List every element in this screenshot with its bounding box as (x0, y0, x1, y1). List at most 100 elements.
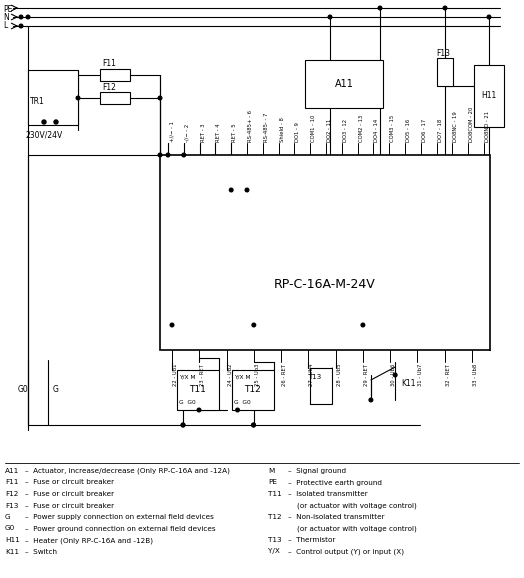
Text: PE: PE (3, 5, 13, 13)
Text: RS-485- - 7: RS-485- - 7 (264, 113, 269, 142)
Text: L: L (3, 21, 7, 31)
Text: –  Protective earth ground: – Protective earth ground (288, 480, 382, 486)
Circle shape (158, 153, 162, 157)
Text: F13: F13 (5, 502, 18, 509)
Circle shape (361, 323, 365, 327)
Circle shape (19, 24, 23, 28)
Text: G: G (53, 386, 59, 395)
Text: –  Actuator, increase/decrease (Only RP-C-16A and -12A): – Actuator, increase/decrease (Only RP-C… (25, 468, 230, 475)
Bar (28, 70, 78, 125)
Text: DO5 - 16: DO5 - 16 (406, 118, 411, 142)
Text: DO8NC - 19: DO8NC - 19 (453, 111, 458, 142)
Text: (or actuator with voltage control): (or actuator with voltage control) (288, 525, 417, 532)
Text: –  Signal ground: – Signal ground (288, 468, 346, 474)
Text: RP-C-16A-M-24V: RP-C-16A-M-24V (274, 279, 376, 291)
Text: K11: K11 (5, 549, 19, 554)
Bar (474, 65, 504, 127)
Text: 22 - Ub1: 22 - Ub1 (173, 364, 178, 387)
Bar (100, 69, 130, 81)
Text: T11: T11 (268, 491, 281, 497)
Circle shape (26, 15, 30, 19)
Text: (or actuator with voltage control): (or actuator with voltage control) (288, 502, 417, 509)
Circle shape (76, 96, 80, 100)
Text: G0: G0 (18, 386, 29, 395)
Text: –  Heater (Only RP-C-16A and -12B): – Heater (Only RP-C-16A and -12B) (25, 537, 153, 543)
Text: Y/X: Y/X (268, 549, 280, 554)
Text: F12: F12 (5, 491, 18, 497)
Text: T12: T12 (244, 386, 261, 395)
Bar (437, 58, 453, 86)
Text: A11: A11 (334, 79, 353, 89)
Text: COM3 - 15: COM3 - 15 (390, 115, 395, 142)
Text: Shield - 8: Shield - 8 (280, 117, 285, 142)
Text: -/∕− - 2: -/∕− - 2 (185, 124, 190, 142)
Text: –  Switch: – Switch (25, 549, 57, 554)
Text: H11: H11 (5, 537, 20, 543)
Circle shape (328, 15, 332, 19)
Text: –  Power ground connection on external field devices: – Power ground connection on external fi… (25, 525, 215, 532)
Circle shape (230, 188, 233, 192)
Text: –  Thermistor: – Thermistor (288, 537, 335, 543)
Text: 23 - RET: 23 - RET (200, 364, 205, 386)
Text: DO6 - 17: DO6 - 17 (422, 118, 427, 142)
Circle shape (181, 423, 185, 427)
Text: 25 - Ub3: 25 - Ub3 (255, 364, 260, 386)
Circle shape (443, 6, 447, 10)
Text: –  Fuse or circuit breaker: – Fuse or circuit breaker (25, 491, 114, 497)
Circle shape (19, 15, 23, 19)
Bar (100, 92, 130, 104)
Text: F11: F11 (102, 60, 116, 69)
Circle shape (158, 96, 162, 100)
Bar (305, 60, 383, 108)
Text: DO8NO - 21: DO8NO - 21 (485, 111, 490, 142)
Text: N: N (3, 13, 9, 21)
Bar (310, 368, 332, 404)
Circle shape (236, 408, 239, 412)
Circle shape (252, 323, 256, 327)
Text: –  Fuse or circuit breaker: – Fuse or circuit breaker (25, 502, 114, 509)
Circle shape (252, 423, 255, 427)
Text: G: G (5, 514, 10, 520)
Text: +/∕− - 1: +/∕− - 1 (169, 121, 174, 142)
Circle shape (170, 323, 174, 327)
Text: DO7 - 18: DO7 - 18 (438, 118, 443, 142)
Text: DO1 - 9: DO1 - 9 (296, 122, 300, 142)
Circle shape (369, 398, 373, 402)
Text: 28 - Ub5: 28 - Ub5 (336, 364, 342, 387)
Text: 230V/24V: 230V/24V (25, 131, 62, 139)
Bar (160, 155, 490, 350)
Text: PE: PE (268, 480, 277, 486)
Text: 32 - RET: 32 - RET (446, 364, 451, 386)
Circle shape (42, 120, 46, 124)
Bar (232, 370, 274, 410)
Text: G  G0: G G0 (179, 401, 196, 406)
Text: 30 - Ub6: 30 - Ub6 (391, 364, 396, 386)
Text: T13: T13 (268, 537, 281, 543)
Text: –  Control output (Y) or input (X): – Control output (Y) or input (X) (288, 549, 404, 555)
Bar (177, 370, 219, 410)
Circle shape (394, 373, 397, 377)
Text: DO8COM - 20: DO8COM - 20 (469, 106, 474, 142)
Text: K11: K11 (401, 379, 416, 387)
Text: 31 - Ub7: 31 - Ub7 (419, 364, 423, 386)
Text: 29 - RET: 29 - RET (364, 364, 369, 386)
Circle shape (378, 6, 382, 10)
Circle shape (54, 120, 58, 124)
Text: F11: F11 (5, 480, 18, 486)
Text: 27 - Ub4: 27 - Ub4 (309, 364, 314, 387)
Text: T13: T13 (308, 374, 322, 380)
Text: Y/X M: Y/X M (234, 375, 250, 380)
Text: Y/X M: Y/X M (179, 375, 195, 380)
Text: RET - 3: RET - 3 (201, 124, 205, 142)
Circle shape (487, 15, 491, 19)
Text: DO3 - 12: DO3 - 12 (343, 119, 348, 142)
Text: TR1: TR1 (30, 98, 45, 106)
Text: RET - 4: RET - 4 (216, 123, 222, 142)
Text: –  Isolated transmitter: – Isolated transmitter (288, 491, 368, 497)
Text: COM1 - 10: COM1 - 10 (311, 114, 316, 142)
Text: 24 - Ub2: 24 - Ub2 (227, 364, 233, 387)
Text: H11: H11 (482, 91, 497, 101)
Circle shape (166, 153, 170, 157)
Circle shape (252, 423, 255, 427)
Text: F13: F13 (436, 50, 450, 58)
